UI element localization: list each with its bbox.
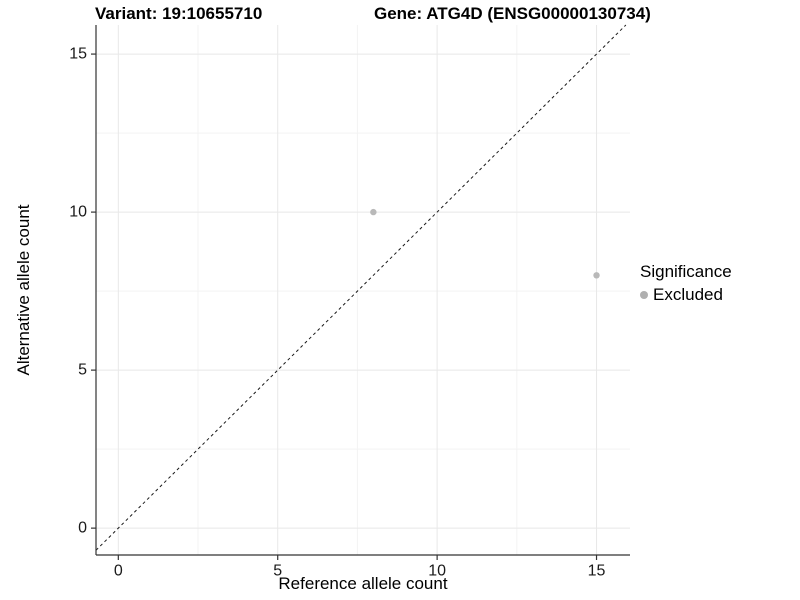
data-points (370, 208, 600, 279)
axis-ticks-and-labels: 0 5 10 15 0 5 10 15 (69, 46, 605, 580)
data-point (370, 208, 377, 216)
data-point (593, 272, 600, 279)
gridlines-minor (96, 25, 630, 555)
y-tick-label: 5 (78, 362, 87, 379)
identity-line (95, 24, 627, 551)
x-tick-label: 5 (273, 562, 282, 579)
legend-item-excluded: Excluded (640, 285, 732, 305)
y-tick-label: 10 (69, 204, 87, 221)
x-tick-label: 15 (588, 562, 606, 579)
y-tick-label: 0 (78, 520, 87, 537)
x-tick-label: 0 (114, 562, 123, 579)
legend-title: Significance (640, 262, 732, 281)
legend-point-icon (640, 291, 648, 299)
plot-title-variant: Variant: 19:10655710 (95, 4, 263, 23)
gridlines-major (96, 25, 630, 555)
plot-title-gene: Gene: ATG4D (ENSG00000130734) (374, 4, 651, 23)
y-axis-title: Alternative allele count (14, 204, 33, 376)
legend: Significance Excluded (640, 262, 732, 305)
x-tick-label: 10 (428, 562, 446, 579)
legend-item-label: Excluded (653, 285, 723, 304)
x-axis-title: Reference allele count (278, 574, 448, 593)
axis-lines (95, 25, 630, 556)
y-tick-label: 15 (69, 46, 87, 63)
